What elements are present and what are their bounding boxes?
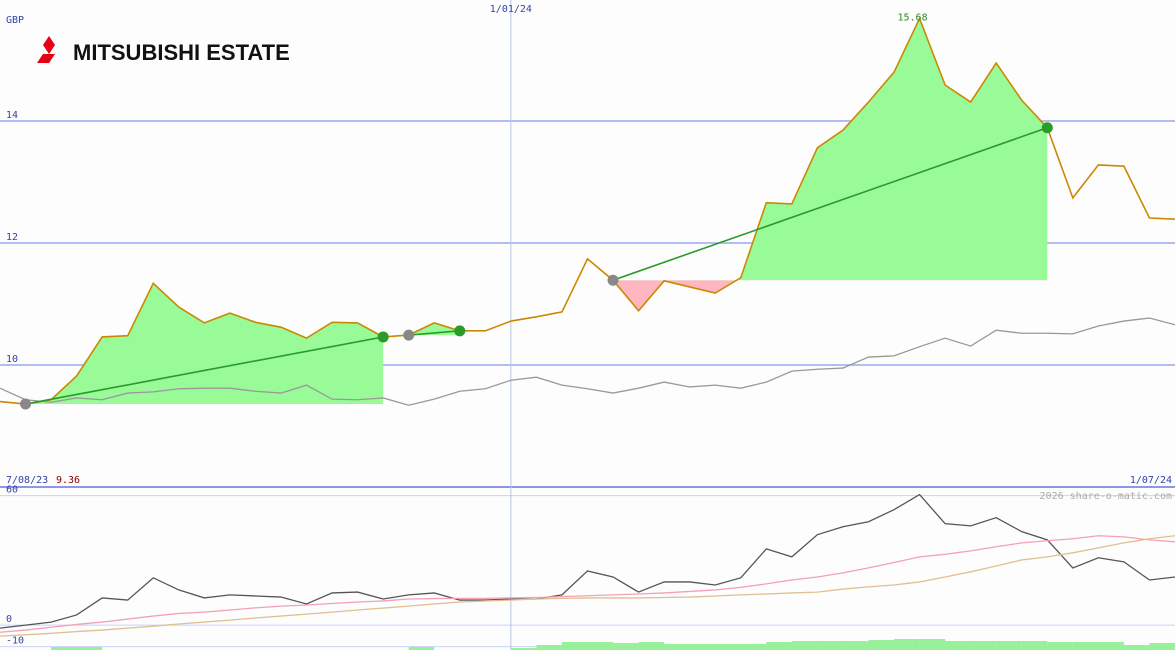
volume-bar xyxy=(842,641,869,650)
trade-entry xyxy=(607,274,619,286)
y-tick-label: 10 xyxy=(6,354,18,365)
y-tick-label: -10 xyxy=(6,636,24,647)
volume-bar xyxy=(689,644,716,650)
volume-bar xyxy=(561,642,588,650)
x-tick-label: 7/08/23 xyxy=(6,475,48,486)
volume-bar xyxy=(76,647,103,650)
trade-exit xyxy=(454,325,466,337)
logo-diamond xyxy=(43,36,55,54)
volume-bar xyxy=(613,643,639,650)
volume-bar xyxy=(970,641,997,650)
volume-bar xyxy=(1021,641,1048,650)
volume-bar xyxy=(638,642,665,650)
high-label: 15.68 xyxy=(898,13,928,24)
y-tick-label: 0 xyxy=(6,614,12,625)
logo-text: MITSUBISHI ESTATE xyxy=(73,40,290,65)
volume-bar xyxy=(791,641,818,650)
volume-bar xyxy=(817,641,843,650)
volume-bar xyxy=(1123,645,1150,650)
y-tick-label: 12 xyxy=(6,232,18,243)
trade-loss-area xyxy=(613,280,1048,311)
volume-bar xyxy=(894,639,920,650)
volume-bar xyxy=(740,644,767,650)
volume-bar xyxy=(1072,642,1099,650)
low-label: 9.36 xyxy=(56,475,80,486)
watermark: 2026 share-o-matic.com xyxy=(1040,491,1172,502)
main-line xyxy=(0,493,1175,629)
volume-bar xyxy=(919,639,946,650)
volume-bar xyxy=(1047,642,1073,650)
volume-bar xyxy=(51,647,77,650)
y-tick-label: 14 xyxy=(6,110,18,121)
main-line xyxy=(0,16,1175,405)
secondary-line xyxy=(0,535,1175,637)
y-unit-label: GBP xyxy=(6,15,24,26)
trade-line xyxy=(25,336,384,405)
volume-bar xyxy=(664,644,690,650)
trade-exit xyxy=(377,331,389,343)
x-tick-label: 1/07/24 xyxy=(1130,475,1172,486)
volume-bar xyxy=(996,641,1022,650)
trade-exit xyxy=(1041,122,1053,134)
logo-mark xyxy=(37,36,55,63)
secondary-line xyxy=(0,317,1175,406)
volume-bar xyxy=(536,645,562,650)
volume-bar xyxy=(510,648,537,650)
trade-entry xyxy=(403,329,415,341)
trade-gain-area xyxy=(25,283,384,405)
volume-bar xyxy=(766,642,792,650)
secondary-line xyxy=(0,535,1175,633)
volume-bar xyxy=(868,640,895,650)
volume-bar xyxy=(1149,643,1175,650)
x-tick-label: 1/01/24 xyxy=(490,4,532,15)
volume-bar xyxy=(715,644,741,650)
volume-bar xyxy=(587,642,614,650)
trade-line xyxy=(408,330,460,336)
volume-bar xyxy=(408,647,435,650)
trade-line xyxy=(612,126,1048,281)
volume-bar xyxy=(945,641,971,650)
trade-gain-area xyxy=(613,18,1048,281)
logo-diamond xyxy=(37,54,55,63)
trade-entry xyxy=(20,398,32,410)
volume-bar xyxy=(1098,642,1124,650)
y-tick-label: 60 xyxy=(6,485,18,496)
